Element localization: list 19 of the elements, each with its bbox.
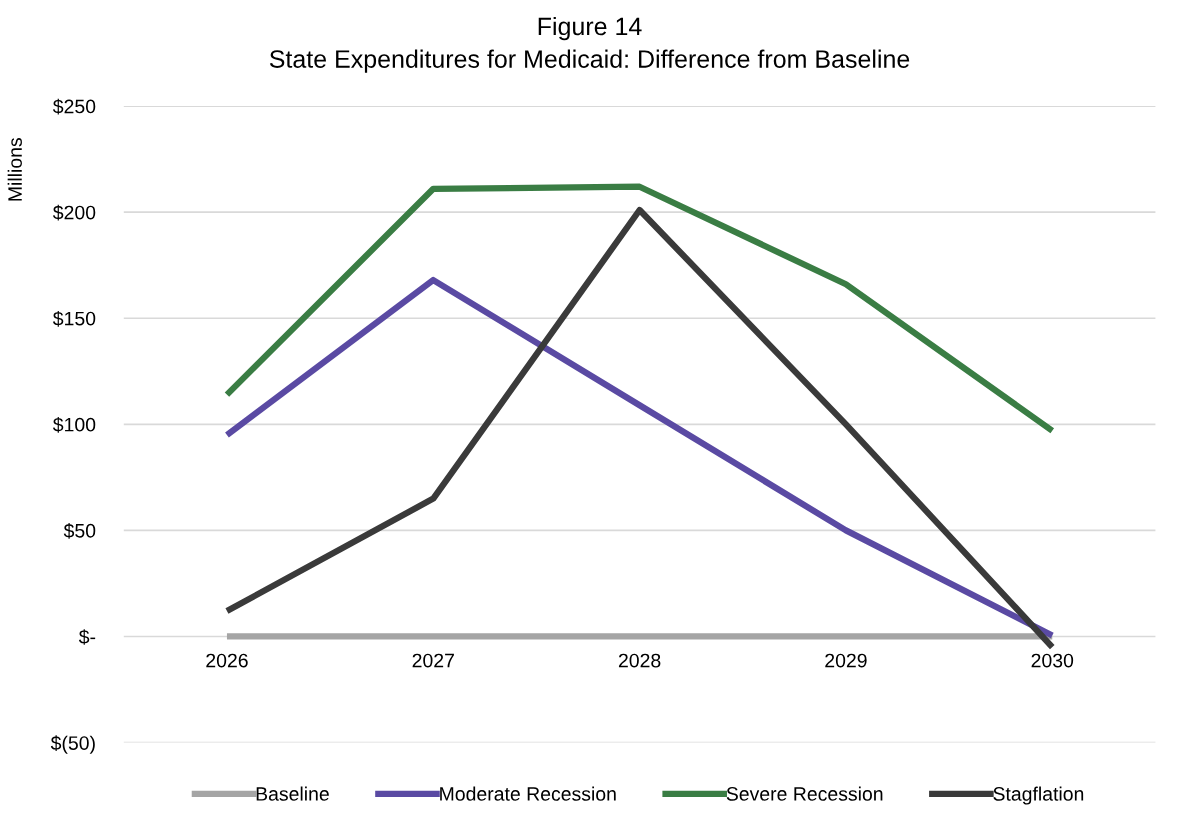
y-tick-label: $200: [52, 204, 96, 221]
legend-label: Stagflation: [993, 786, 1084, 805]
x-tick-label: 2030: [1031, 653, 1074, 668]
y-tick-label: $100: [52, 416, 96, 433]
y-tick-label: $250: [52, 98, 96, 115]
x-tick-label: 2029: [825, 653, 867, 668]
legend-label: Severe Recession: [726, 786, 883, 801]
y-tick-label: $(50): [50, 735, 95, 754]
chart-title: Figure 14: [538, 16, 642, 41]
y-tick-label: $50: [63, 523, 96, 539]
legend-label: Baseline: [256, 786, 329, 801]
legend-label: Moderate Recession: [440, 786, 616, 801]
x-tick-label: 2026: [206, 653, 248, 668]
x-tick-label: 2028: [618, 653, 661, 668]
y-axis-title: Millions: [7, 138, 22, 201]
y-tick-label: $-: [78, 629, 96, 645]
chart-subtitle: State Expenditures for Medicaid: Difference from Baseline: [269, 49, 910, 73]
x-tick-label: 2027: [412, 653, 454, 668]
y-tick-label: $150: [52, 310, 96, 327]
